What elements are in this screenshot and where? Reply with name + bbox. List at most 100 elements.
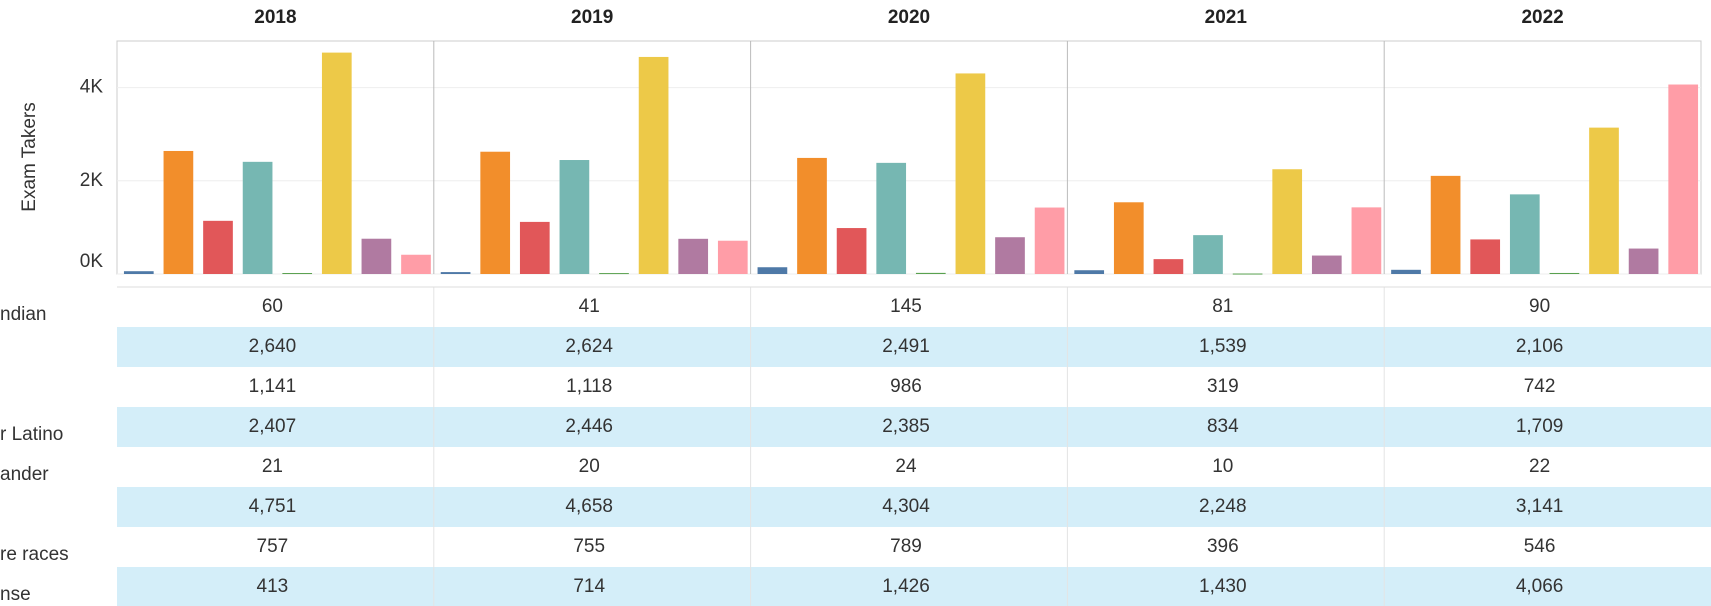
table-value: 2,446 <box>565 416 613 437</box>
table-value: 742 <box>1524 376 1556 397</box>
year-header: 2020 <box>888 7 930 28</box>
year-header: 2022 <box>1521 7 1563 28</box>
table-value: 319 <box>1207 376 1239 397</box>
table-value: 10 <box>1212 456 1233 477</box>
row-label: re races <box>0 544 69 565</box>
table-value: 1,709 <box>1516 416 1564 437</box>
table-value: 60 <box>262 296 283 317</box>
table-value: 3,141 <box>1516 496 1564 517</box>
table-value: 2,491 <box>882 336 930 357</box>
bar <box>1074 270 1105 274</box>
table-value: 4,751 <box>249 496 297 517</box>
bar <box>757 267 788 274</box>
table-value: 546 <box>1524 536 1556 557</box>
bar <box>440 272 471 274</box>
row-label: nse <box>0 584 31 605</box>
table-value: 1,141 <box>249 376 297 397</box>
table-value: 2,624 <box>565 336 613 357</box>
year-header: 2021 <box>1205 7 1248 28</box>
table-value: 24 <box>895 456 917 477</box>
bar <box>1232 273 1263 275</box>
bar <box>1430 175 1461 274</box>
table-value: 1,430 <box>1199 576 1247 597</box>
table-value: 4,658 <box>565 496 613 517</box>
bar <box>1113 202 1144 274</box>
table-value: 2,248 <box>1199 496 1247 517</box>
table-value: 1,426 <box>882 576 930 597</box>
table-value: 4,304 <box>882 496 930 517</box>
bar <box>955 73 986 275</box>
table-value: 21 <box>262 456 283 477</box>
bar <box>1193 235 1223 274</box>
year-header: 2019 <box>571 7 613 28</box>
row-band <box>117 327 1711 367</box>
bar <box>401 254 431 274</box>
bar <box>1470 239 1501 274</box>
bar <box>1034 207 1065 274</box>
table-value: 714 <box>573 576 605 597</box>
bar <box>1668 84 1699 274</box>
bar <box>242 161 273 274</box>
table-value: 20 <box>579 456 600 477</box>
bar <box>599 273 629 275</box>
row-label: r Latino <box>0 424 63 445</box>
bar <box>915 272 946 274</box>
table-value: 1,118 <box>566 376 612 397</box>
bar <box>638 56 669 275</box>
bar <box>678 238 709 274</box>
y-axis-label: Exam Takers <box>19 102 40 211</box>
bar <box>1311 255 1342 274</box>
bar <box>1589 127 1619 275</box>
row-band <box>117 407 1711 447</box>
table-value: 789 <box>890 536 922 557</box>
bar <box>361 238 392 274</box>
table-value: 2,106 <box>1516 336 1564 357</box>
table-value: 986 <box>890 376 922 397</box>
row-label: ander <box>0 464 49 485</box>
bar <box>163 150 194 274</box>
bar <box>876 162 907 274</box>
row-band <box>117 567 1711 606</box>
y-tick-label: 4K <box>80 77 104 98</box>
table-value: 396 <box>1207 536 1239 557</box>
bar <box>1509 194 1540 274</box>
bar <box>1351 207 1382 274</box>
table-value: 2,385 <box>882 416 930 437</box>
y-tick-label: 0K <box>80 251 104 272</box>
table-value: 81 <box>1212 296 1233 317</box>
table-value: 755 <box>573 536 605 557</box>
table-value: 22 <box>1529 456 1550 477</box>
bar <box>1628 248 1659 274</box>
bar <box>717 240 748 274</box>
bar <box>123 271 154 274</box>
bar <box>1153 259 1184 274</box>
table-value: 413 <box>257 576 289 597</box>
bar <box>559 160 590 274</box>
table-value: 2,640 <box>249 336 297 357</box>
plot-frame <box>116 40 1702 275</box>
bar <box>1549 272 1580 274</box>
table-value: 90 <box>1529 296 1550 317</box>
bar <box>1272 169 1303 274</box>
table-value: 41 <box>579 296 600 317</box>
bar <box>282 273 313 275</box>
row-label: ndian <box>0 304 47 325</box>
table-value: 1,539 <box>1199 336 1247 357</box>
table-value: 757 <box>257 536 289 557</box>
bar <box>321 52 352 275</box>
table-value: 4,066 <box>1516 576 1564 597</box>
y-tick-label: 2K <box>80 170 104 191</box>
bar <box>836 228 867 274</box>
bar <box>797 157 827 274</box>
table-value: 2,407 <box>249 416 297 437</box>
year-header: 2018 <box>254 7 296 28</box>
table-value: 145 <box>890 296 922 317</box>
bar <box>519 221 550 274</box>
bar <box>480 151 511 274</box>
table-value: 834 <box>1207 416 1239 437</box>
bar <box>1391 269 1421 274</box>
bar <box>995 237 1025 274</box>
row-band <box>117 487 1711 527</box>
bar <box>203 220 233 274</box>
